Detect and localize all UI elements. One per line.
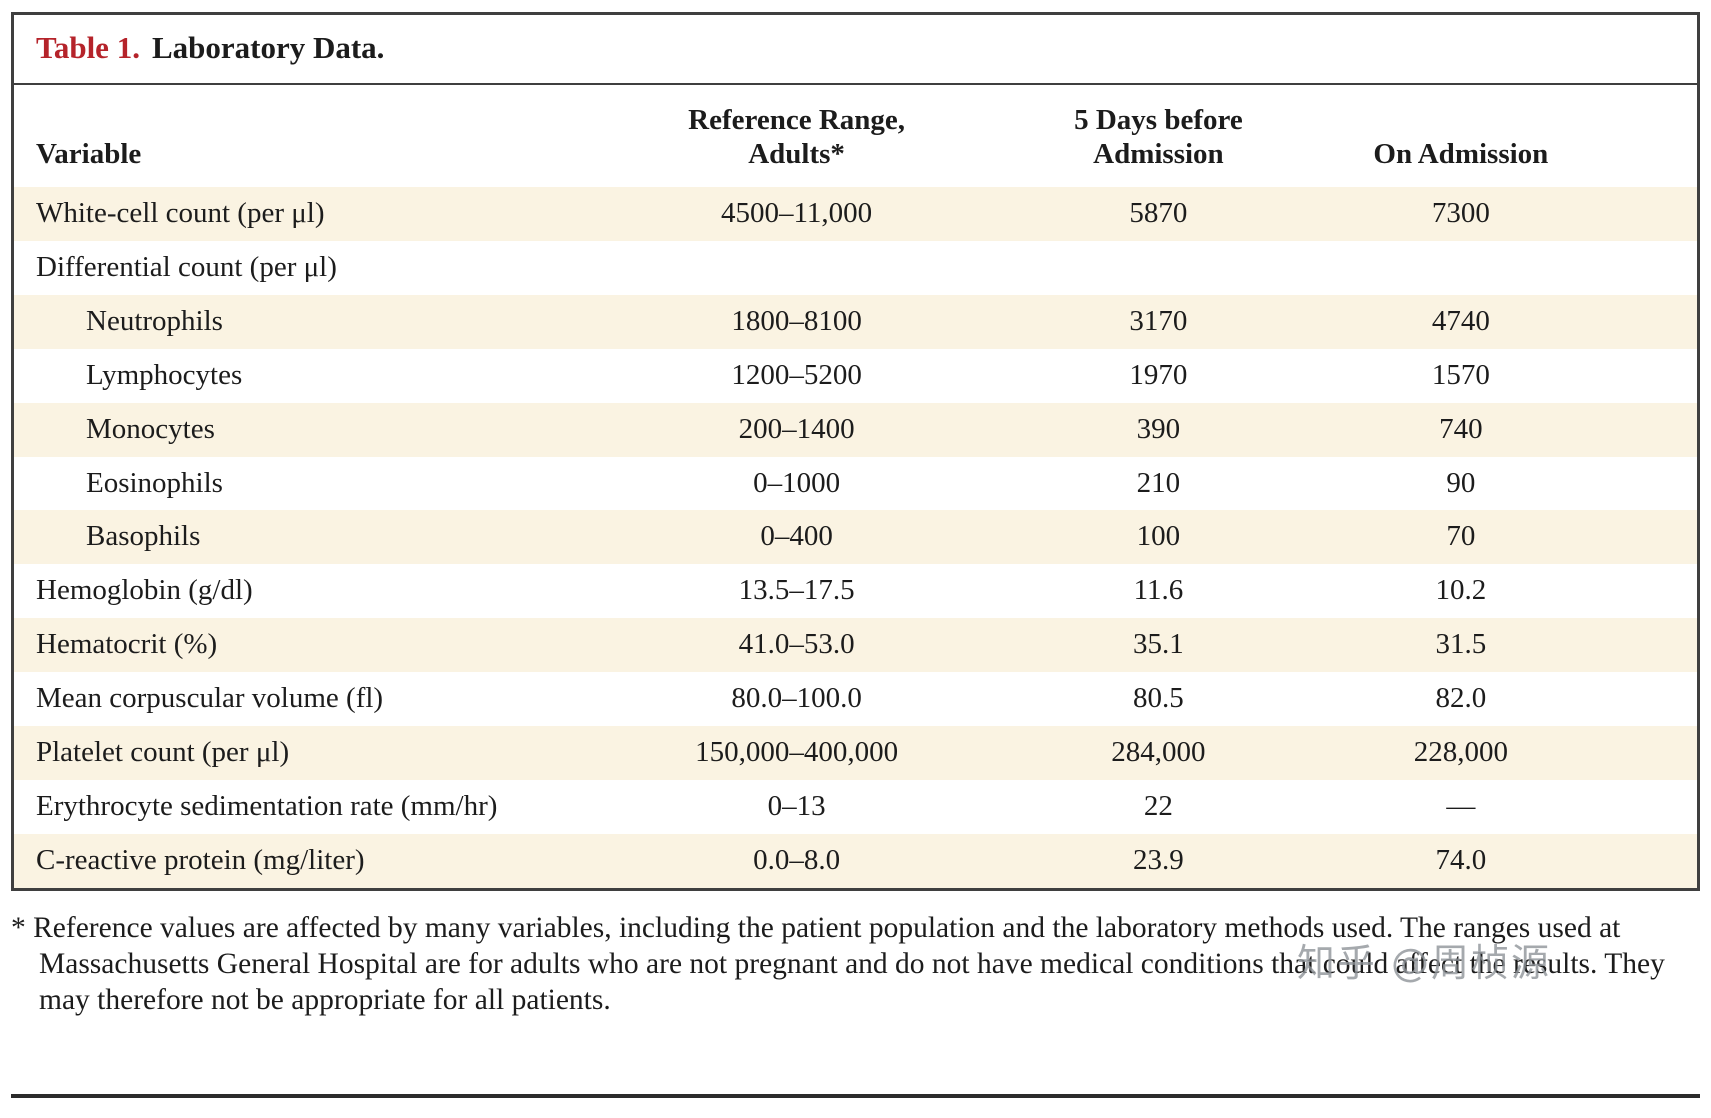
row-on-admission: 82.0 xyxy=(1435,682,1487,715)
lab-table-container: Table 1. Laboratory Data. Variable Refere… xyxy=(11,12,1700,891)
table-row: Lymphocytes 1200–5200 1970 1570 xyxy=(14,349,1697,403)
row-variable: Platelet count (per μl) xyxy=(36,735,290,768)
row-reference-range: 1200–5200 xyxy=(731,358,862,391)
row-reference-range: 1800–8100 xyxy=(731,304,862,337)
table-row: C-reactive protein (mg/liter) 0.0–8.0 23.9… xyxy=(14,833,1697,888)
row-on-admission: 740 xyxy=(1439,412,1483,445)
row-5-days-before: 22 xyxy=(1143,789,1173,822)
row-on-admission: 4740 xyxy=(1431,304,1490,337)
row-variable: Differential count (per μl) xyxy=(36,250,337,283)
lab-table-body: White-cell count (per μl) 4500–11,000 5870… xyxy=(14,187,1697,888)
row-5-days-before: 1970 xyxy=(1129,358,1188,391)
row-variable: Mean corpuscular volume (fl) xyxy=(36,682,384,715)
row-on-admission: 228,000 xyxy=(1413,735,1508,768)
table-row: White-cell count (per μl) 4500–11,000 5870… xyxy=(14,187,1697,241)
row-5-days-before: 284,000 xyxy=(1111,735,1206,768)
row-on-admission: 31.5 xyxy=(1435,628,1487,661)
row-5-days-before: 80.5 xyxy=(1133,682,1184,715)
row-variable: Monocytes xyxy=(86,412,215,445)
table-title-text: Laboratory Data. xyxy=(151,30,385,65)
row-reference-range: 41.0–53.0 xyxy=(738,628,855,661)
bottom-rule xyxy=(11,1094,1700,1098)
row-variable: Neutrophils xyxy=(86,304,223,337)
row-variable: Hematocrit (%) xyxy=(36,628,218,661)
row-reference-range: 0.0–8.0 xyxy=(753,843,841,876)
table-row: Platelet count (per μl) 150,000–400,000 28… xyxy=(14,725,1697,780)
row-variable: Lymphocytes xyxy=(86,358,243,391)
table-row: Eosinophils 0–1000 210 90 xyxy=(14,457,1697,511)
row-5-days-before: 3170 xyxy=(1129,304,1188,337)
row-5-days-before: 23.9 xyxy=(1133,843,1184,876)
row-on-admission: 7300 xyxy=(1431,197,1490,230)
row-5-days-before: 210 xyxy=(1136,466,1181,499)
lab-table: Variable Reference Range, Adults* 5 Days… xyxy=(14,85,1697,888)
table-footnote: * Reference values are affected by many … xyxy=(11,911,1665,1016)
row-variable: Eosinophils xyxy=(86,466,223,499)
row-reference-range: 0–13 xyxy=(767,789,826,822)
row-reference-range: 13.5–17.5 xyxy=(738,574,855,607)
table-title: Table 1. Laboratory Data. xyxy=(14,15,1697,85)
header-on-admission: On Admission xyxy=(1373,137,1549,170)
row-reference-range: 0–400 xyxy=(760,520,833,553)
header-row: Variable Reference Range, Adults* 5 Days… xyxy=(14,85,1697,187)
row-reference-range: 150,000–400,000 xyxy=(695,735,899,768)
row-reference-range: 200–1400 xyxy=(738,412,855,445)
row-on-admission: 74.0 xyxy=(1435,843,1487,876)
table-row: Mean corpuscular volume (fl) 80.0–100.0 80… xyxy=(14,672,1697,726)
row-5-days-before: 35.1 xyxy=(1133,628,1184,661)
row-5-days-before: 390 xyxy=(1136,412,1181,445)
row-reference-range: 80.0–100.0 xyxy=(731,682,862,715)
table-row: Basophils 0–400 100 70 xyxy=(14,510,1697,565)
row-5-days-before: 11.6 xyxy=(1133,574,1184,607)
table-row: Differential count (per μl) xyxy=(14,241,1697,295)
row-variable: Basophils xyxy=(86,520,201,553)
row-reference-range xyxy=(603,241,990,295)
row-on-admission: 70 xyxy=(1446,520,1476,553)
table-row: Hemoglobin (g/dl) 13.5–17.5 11.6 10.2 xyxy=(14,564,1697,618)
row-5-days-before: 100 xyxy=(1136,520,1181,553)
table-row: Neutrophils 1800–8100 3170 4740 xyxy=(14,294,1697,349)
row-5-days-before xyxy=(990,241,1327,295)
table-header: Variable Reference Range, Adults* 5 Days… xyxy=(14,85,1697,187)
header-5-days-before: 5 Days before Admission xyxy=(1074,103,1243,170)
row-reference-range: 4500–11,000 xyxy=(720,197,873,230)
row-variable: Hemoglobin (g/dl) xyxy=(36,574,253,607)
header-variable: Variable xyxy=(36,137,142,170)
row-variable: C-reactive protein (mg/liter) xyxy=(36,843,365,876)
table-row: Erythrocyte sedimentation rate (mm/hr) 0–… xyxy=(14,780,1697,834)
row-on-admission: — xyxy=(1446,789,1476,822)
row-on-admission: 10.2 xyxy=(1435,574,1487,607)
row-on-admission xyxy=(1327,241,1697,295)
table-title-number: Table 1. xyxy=(36,30,140,65)
table-row: Monocytes 200–1400 390 740 xyxy=(14,402,1697,457)
row-variable: Erythrocyte sedimentation rate (mm/hr) xyxy=(36,789,498,822)
row-reference-range: 0–1000 xyxy=(753,466,841,499)
table-row: Hematocrit (%) 41.0–53.0 35.1 31.5 xyxy=(14,618,1697,673)
row-on-admission: 90 xyxy=(1446,466,1476,499)
header-reference-range: Reference Range, Adults* xyxy=(688,103,906,170)
row-on-admission: 1570 xyxy=(1431,358,1490,391)
row-variable: White-cell count (per μl) xyxy=(36,197,325,230)
row-5-days-before: 5870 xyxy=(1129,197,1188,230)
